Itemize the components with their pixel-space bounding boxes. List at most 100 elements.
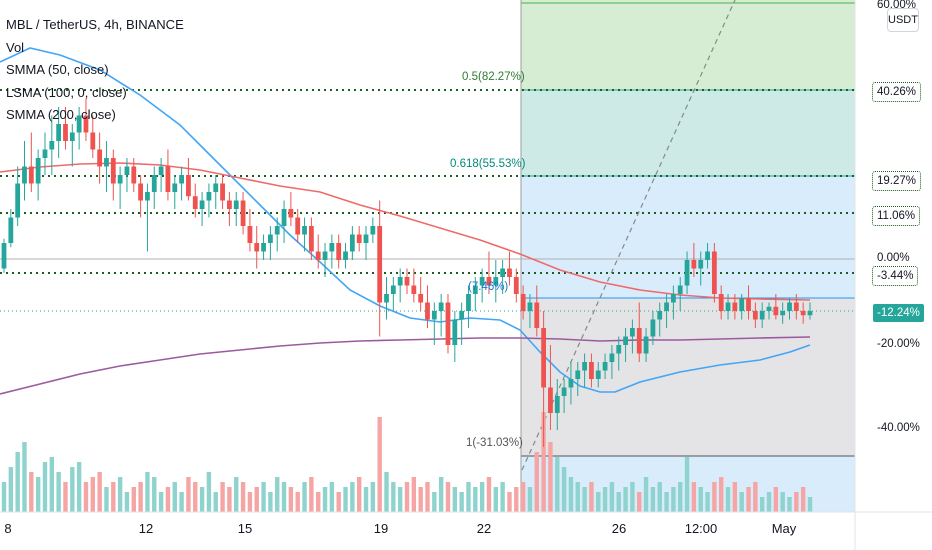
candle-body: [732, 302, 738, 311]
volume-bar: [124, 492, 130, 512]
candle-body: [49, 141, 55, 150]
volume-bar: [766, 492, 772, 512]
candle-body: [650, 319, 656, 337]
candle-body: [124, 166, 130, 175]
volume-bar: [15, 452, 20, 512]
candle-body: [657, 311, 663, 320]
candle-body: [370, 226, 376, 235]
volume-bar: [281, 482, 287, 512]
volume-bar: [719, 477, 724, 512]
legend-indicator-smma200[interactable]: SMMA (200, close): [6, 107, 116, 122]
candle-body: [664, 302, 669, 311]
time-axis-label: 8: [4, 521, 12, 536]
candle-body: [698, 260, 704, 269]
volume-bar: [213, 492, 218, 512]
volume-bar: [712, 482, 717, 512]
candle-body: [35, 158, 41, 184]
candle-body: [472, 285, 478, 294]
candle-body: [151, 175, 157, 192]
candle-body: [322, 251, 328, 260]
price-axis-label: 19.27%: [871, 171, 922, 191]
fib-level-label: 0.618(55.53%): [450, 158, 526, 170]
fib-level-label: (7.46%): [468, 281, 509, 293]
candle-body: [759, 311, 765, 320]
candle-body: [807, 311, 813, 316]
volume-bar: [630, 482, 635, 512]
candle-body: [83, 115, 89, 133]
volume-bar: [97, 472, 102, 512]
volume-bar: [691, 482, 697, 512]
candle-body: [261, 243, 266, 252]
currency-button[interactable]: USDT: [887, 8, 919, 32]
volume-bar: [42, 462, 48, 512]
volume-bar: [589, 482, 594, 512]
candle-body: [281, 209, 287, 226]
candle-body: [76, 115, 82, 133]
volume-bar: [322, 487, 328, 512]
candle-body: [15, 183, 21, 218]
candle-body: [336, 243, 342, 260]
volume-bar: [602, 487, 608, 512]
legend-indicator-vol[interactable]: Vol: [6, 39, 25, 55]
candle-body: [329, 243, 335, 252]
volume-bar: [582, 487, 587, 512]
candle-body: [295, 217, 301, 235]
candle-body: [431, 311, 437, 320]
volume-bar: [568, 477, 574, 512]
volume-bar: [664, 492, 669, 512]
candle-body: [90, 132, 96, 150]
candle-body: [158, 166, 164, 175]
volume-bar: [76, 462, 82, 512]
candle-body: [199, 200, 205, 209]
candle-body: [186, 175, 191, 197]
candle-body: [500, 268, 506, 277]
volume-bar: [179, 492, 184, 512]
fib-level-label: 1(-31.03%): [466, 437, 523, 449]
legend-indicator-lsma100[interactable]: LSMA (100, 0, close): [6, 84, 127, 100]
volume-bar: [541, 412, 546, 512]
volume-bar: [616, 492, 621, 512]
volume-bar: [514, 487, 519, 512]
candle-body: [69, 132, 75, 141]
volume-bar: [637, 492, 642, 512]
volume-bar: [302, 482, 307, 512]
volume-bar: [152, 477, 157, 512]
volume-bar: [240, 482, 246, 512]
volume-bar: [90, 477, 95, 512]
volume-bar: [186, 477, 191, 512]
volume-bar: [234, 477, 239, 512]
candle-body: [356, 234, 362, 243]
price-axis-label: 0.00%: [877, 252, 910, 264]
candle-body: [22, 166, 27, 184]
volume-bar: [370, 482, 376, 512]
candle-body: [349, 234, 355, 252]
volume-bar: [254, 487, 259, 512]
legend-indicator-smma50[interactable]: SMMA (50, close): [6, 62, 109, 77]
candle-body: [541, 328, 547, 388]
candle-body: [233, 200, 239, 209]
volume-bar: [800, 487, 806, 512]
volume-bar: [411, 477, 417, 512]
candle-body: [104, 158, 109, 167]
candle-body: [677, 285, 683, 294]
time-axis-label: 22: [476, 521, 492, 536]
volume-bar: [391, 482, 396, 512]
volume-bar: [794, 492, 799, 512]
volume-bar: [473, 487, 478, 512]
candle-body: [1, 243, 7, 269]
volume-bar: [678, 482, 683, 512]
candle-body: [568, 379, 574, 388]
volume-bar: [350, 482, 355, 512]
legend-symbol[interactable]: MBL / TetherUS, 4h, BINANCE: [6, 17, 184, 32]
volume-bar: [165, 487, 171, 512]
volume-bar: [384, 472, 389, 512]
candle-body: [274, 226, 280, 235]
volume-bar: [520, 482, 526, 512]
volume-bar: [684, 457, 690, 512]
candle-body: [582, 362, 587, 371]
volume-bar: [343, 487, 348, 512]
volume-bar: [418, 487, 423, 512]
candle-body: [711, 251, 717, 294]
volume-bar: [404, 482, 410, 512]
